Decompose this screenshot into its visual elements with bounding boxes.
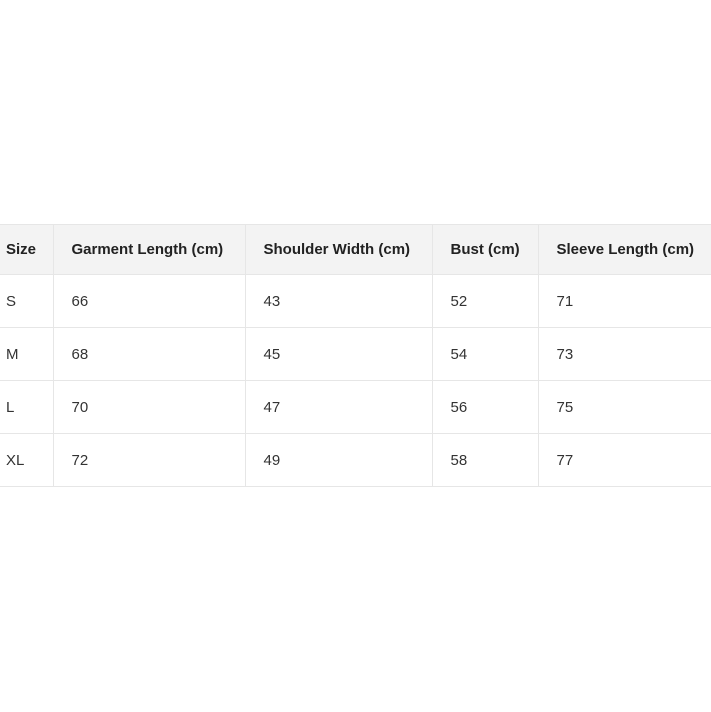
table-cell: 43 bbox=[245, 274, 433, 328]
size-table: Size Garment Length (cm) Shoulder Width (c… bbox=[0, 225, 711, 486]
header-cell: Size bbox=[0, 225, 54, 275]
table-cell: 72 bbox=[53, 433, 246, 486]
table-cell: 49 bbox=[245, 433, 433, 486]
table-cell: 45 bbox=[245, 327, 433, 381]
table-cell: 75 bbox=[538, 380, 711, 434]
table-cell: 52 bbox=[432, 274, 539, 328]
header-row: Size Garment Length (cm) Shoulder Width (c… bbox=[0, 225, 711, 275]
table-cell: 73 bbox=[538, 327, 711, 381]
table-row: S 66 43 52 71 bbox=[0, 274, 711, 328]
table-cell: 54 bbox=[432, 327, 539, 381]
table-body: S 66 43 52 71 M 68 45 54 73 L 70 47 56 75 XL 72 49 58 77 bbox=[0, 274, 711, 486]
table-cell: 68 bbox=[53, 327, 246, 381]
table-cell: 56 bbox=[432, 380, 539, 434]
table-row: M 68 45 54 73 bbox=[0, 327, 711, 381]
table-cell: 66 bbox=[53, 274, 246, 328]
table-cell: L bbox=[0, 380, 54, 434]
table-cell: XL bbox=[0, 433, 54, 486]
table-header: Size Garment Length (cm) Shoulder Width (c… bbox=[0, 225, 711, 275]
table-row: XL 72 49 58 77 bbox=[0, 433, 711, 486]
table-cell: 47 bbox=[245, 380, 433, 434]
header-cell: Sleeve Length (cm) bbox=[538, 225, 711, 275]
header-cell: Shoulder Width (cm) bbox=[245, 225, 433, 275]
header-cell: Bust (cm) bbox=[432, 225, 539, 275]
table-cell: 70 bbox=[53, 380, 246, 434]
table-cell: 71 bbox=[538, 274, 711, 328]
table-cell: 58 bbox=[432, 433, 539, 486]
size-table-container: Size Garment Length (cm) Shoulder Width (c… bbox=[0, 224, 711, 487]
table-row: L 70 47 56 75 bbox=[0, 380, 711, 434]
table-cell: M bbox=[0, 327, 54, 381]
header-cell: Garment Length (cm) bbox=[53, 225, 246, 275]
table-cell: 77 bbox=[556, 451, 574, 469]
table-cell: S bbox=[0, 274, 54, 328]
